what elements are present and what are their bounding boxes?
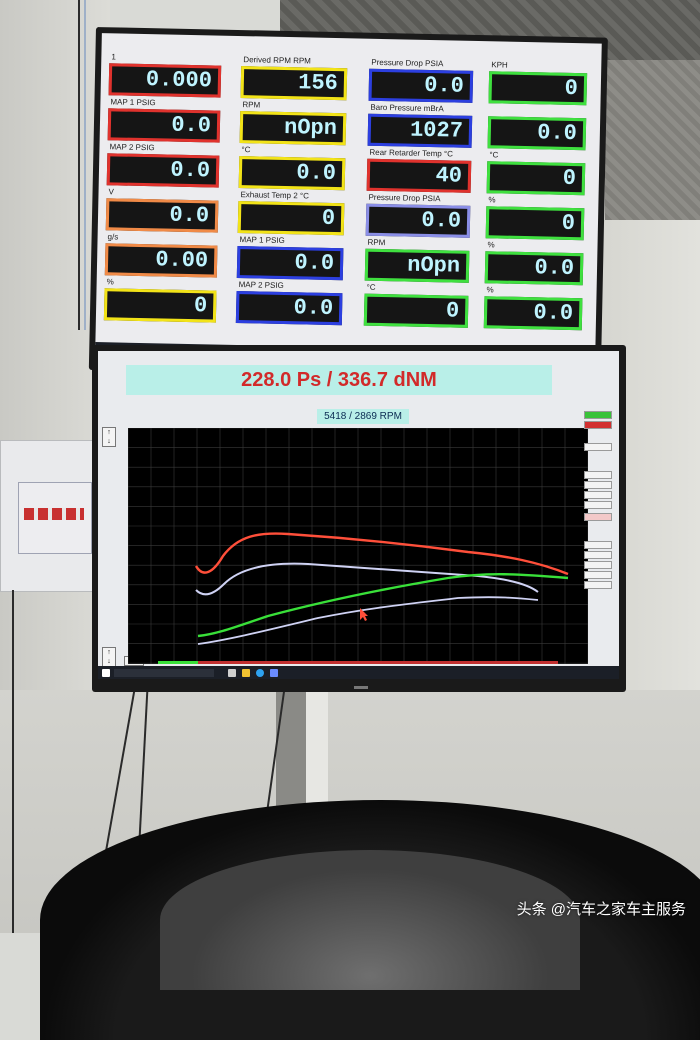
gauge-value: 0.0 xyxy=(238,156,346,191)
gauge-value: 0.0 xyxy=(235,291,343,326)
gauge-label: Baro Pressure mBrA xyxy=(370,102,444,114)
top-monitor: 1 0.000 MAP 1 PSIG 0.0 MAP 2 PSIG 0.0 V 0.0 g/s 0… xyxy=(88,27,608,381)
control-button[interactable] xyxy=(584,411,612,419)
watermark: 头条 @汽车之家车主服务 xyxy=(516,901,686,918)
gauge-label: MAP 2 PSIG xyxy=(109,142,155,153)
mirror-glass xyxy=(160,850,580,990)
control-button[interactable] xyxy=(584,513,612,521)
gauge-label: MAP 1 PSIG xyxy=(239,235,285,245)
control-button[interactable] xyxy=(584,481,612,489)
bottom-monitor: 228.0 Ps / 336.7 dNM 5418 / 2869 RPM ↑ ↓ … xyxy=(92,345,626,692)
gauge-value: 0 xyxy=(486,161,586,196)
gauge-value: 0.0 xyxy=(484,251,584,286)
power-run-curve xyxy=(194,532,569,576)
gauge-value: 0 xyxy=(488,71,588,106)
gauge-value: 40 xyxy=(366,158,472,193)
gauge-value: 0 xyxy=(363,293,469,328)
gauge-label: 1 xyxy=(111,52,116,62)
gauge-label: KPH xyxy=(491,60,508,70)
rpm-readout: 5418 / 2869 RPM xyxy=(317,409,409,424)
gauge-value: 0.0 xyxy=(368,68,474,103)
gauge-label: V xyxy=(108,187,114,197)
torque-reference-curve xyxy=(197,596,539,645)
gauge-label: g/s xyxy=(107,232,119,242)
control-button[interactable] xyxy=(584,541,612,549)
dyno-graph xyxy=(128,428,588,664)
control-button[interactable] xyxy=(584,501,612,509)
ceiling-panel-right xyxy=(605,60,700,220)
gauge-label: MAP 2 PSIG xyxy=(238,280,284,290)
control-panel xyxy=(584,381,614,601)
search-box[interactable] xyxy=(114,669,214,677)
monitor-logo xyxy=(354,686,368,689)
cable xyxy=(12,590,14,933)
power-reference-curve xyxy=(195,562,539,596)
gauge-label: Derived RPM RPM xyxy=(243,55,312,66)
gauge-value: 0.0 xyxy=(483,296,583,331)
progress-bar-fill xyxy=(158,661,198,664)
gauge-label: RPM xyxy=(367,237,386,248)
graph-grid xyxy=(128,428,588,664)
control-button[interactable] xyxy=(584,443,612,451)
gauge-label: MAP 1 PSIG xyxy=(110,97,156,108)
gauge-value: 0.0 xyxy=(365,203,471,238)
gauge-label: °C xyxy=(241,145,251,155)
windows-taskbar xyxy=(98,666,619,679)
app-icon[interactable] xyxy=(270,669,278,677)
control-button[interactable] xyxy=(584,491,612,499)
torque-run-curve xyxy=(197,573,569,638)
gauge-label: % xyxy=(488,195,496,205)
cable xyxy=(78,0,80,330)
gauge-value: 0.0 xyxy=(106,153,220,188)
control-button[interactable] xyxy=(584,581,612,589)
control-button[interactable] xyxy=(584,571,612,579)
gauge-value: 0 xyxy=(103,288,217,323)
gauge-value: 0 xyxy=(237,201,345,236)
gauge-value: 0 xyxy=(485,206,585,241)
file-explorer-icon[interactable] xyxy=(242,669,250,677)
up-down-arrow-icon[interactable]: ↑ ↓ xyxy=(102,427,116,447)
power-torque-headline: 228.0 Ps / 336.7 dNM xyxy=(126,365,552,395)
gauge-value: nOpn xyxy=(239,111,347,146)
gauge-value: 0.0 xyxy=(107,108,221,143)
task-view-icon[interactable] xyxy=(228,669,236,677)
circuit-breakers xyxy=(24,508,84,520)
up-down-arrow-icon[interactable]: ↑ ↓ xyxy=(102,647,116,667)
control-button[interactable] xyxy=(584,421,612,429)
dyno-screen: 228.0 Ps / 336.7 dNM 5418 / 2869 RPM ↑ ↓ … xyxy=(98,351,619,679)
control-button[interactable] xyxy=(584,561,612,569)
gauge-label: Pressure Drop PSIA xyxy=(371,57,444,69)
gauge-label: °C xyxy=(366,282,376,292)
gauge-label: °C xyxy=(489,150,499,160)
gauge-value: 0.000 xyxy=(108,63,222,98)
dyno-graph-svg xyxy=(128,428,588,664)
support-pole-light xyxy=(306,690,328,820)
cursor-arrow-icon[interactable] xyxy=(360,608,368,621)
gauge-value: 156 xyxy=(240,66,348,101)
cable xyxy=(84,0,86,330)
gauge-value: nOpn xyxy=(364,248,470,283)
control-button[interactable] xyxy=(584,471,612,479)
gauge-value: 1027 xyxy=(367,113,473,148)
edge-icon[interactable] xyxy=(256,669,264,677)
gauge-label: RPM xyxy=(242,100,261,110)
gauge-value: 0.0 xyxy=(105,198,219,233)
control-button[interactable] xyxy=(584,551,612,559)
gauge-screen: 1 0.000 MAP 1 PSIG 0.0 MAP 2 PSIG 0.0 V 0.0 g/s 0… xyxy=(95,33,602,367)
gauge-label: Rear Retarder Temp °C xyxy=(369,147,454,159)
gauge-value: 0.00 xyxy=(104,243,218,278)
gauge-label: Exhaust Temp 2 °C xyxy=(240,190,310,201)
gauge-value: 0.0 xyxy=(487,116,587,151)
progress-bar xyxy=(158,661,558,664)
windows-start-icon[interactable] xyxy=(102,669,110,677)
gauge-label: Pressure Drop PSIA xyxy=(368,192,441,204)
gauge-label: % xyxy=(106,277,114,287)
gauge-value: 0.0 xyxy=(236,246,344,281)
gauge-label: % xyxy=(487,240,495,250)
gauge-label: % xyxy=(486,285,494,295)
